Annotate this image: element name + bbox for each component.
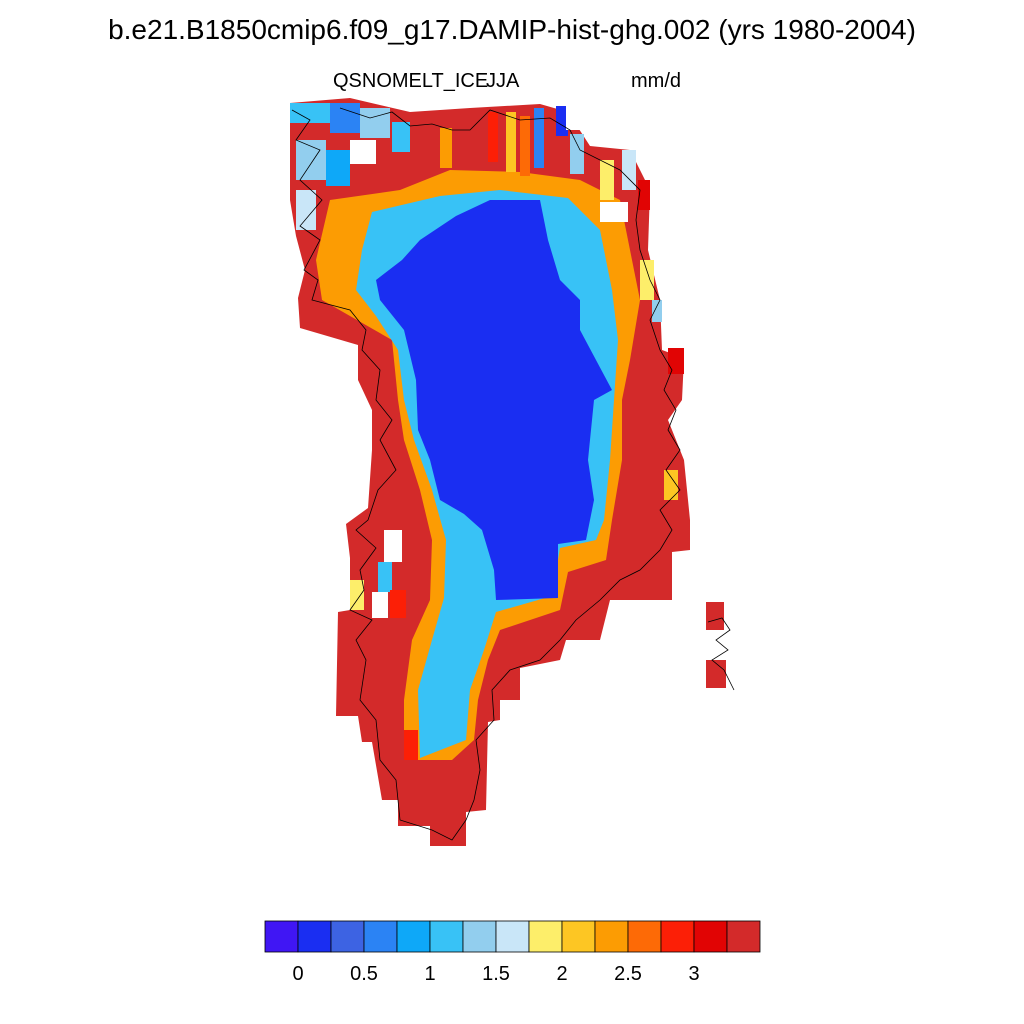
ice-interior <box>376 200 612 600</box>
colorbar-box <box>297 920 332 953</box>
colorbar-tick-label: 3 <box>688 963 699 985</box>
season-label: JJA <box>486 70 520 92</box>
colorbar-box <box>462 920 497 953</box>
colorbar-box <box>330 920 365 953</box>
colorbar-box <box>693 920 728 953</box>
colorbar-box <box>396 920 431 953</box>
colorbar-tick-label: 2.5 <box>614 963 642 985</box>
colorbar-tick-label: 1.5 <box>482 963 510 985</box>
units-label: mm/d <box>631 70 681 92</box>
colorbar-box <box>429 920 464 953</box>
colorbar-labels: 0 0.5 1 1.5 2 2.5 3 <box>292 963 699 985</box>
colorbar-tick-label: 0.5 <box>350 963 378 985</box>
no-data-gaps <box>350 106 628 618</box>
colorbar-box <box>627 920 662 953</box>
colorbar-tick-label: 1 <box>424 963 435 985</box>
plot-title: b.e21.B1850cmip6.f09_g17.DAMIP-hist-ghg.… <box>108 14 916 45</box>
colorbar-box <box>363 920 398 953</box>
colorbar-box <box>495 920 530 953</box>
colorbar-box <box>528 920 563 953</box>
colorbar-tick-label: 0 <box>292 963 303 985</box>
colorbar-box <box>561 920 596 953</box>
colorbar-box <box>660 920 695 953</box>
colorbar-box <box>264 920 299 953</box>
colorbar-boxes <box>264 920 761 953</box>
variable-label: QSNOMELT_ICE <box>333 70 489 92</box>
colorbar-box <box>594 920 629 953</box>
colorbar-tick-label: 2 <box>556 963 567 985</box>
melt-island-upper <box>706 602 724 630</box>
coastline <box>291 107 735 841</box>
north-fringe <box>290 103 684 760</box>
colorbar-box <box>726 920 761 953</box>
